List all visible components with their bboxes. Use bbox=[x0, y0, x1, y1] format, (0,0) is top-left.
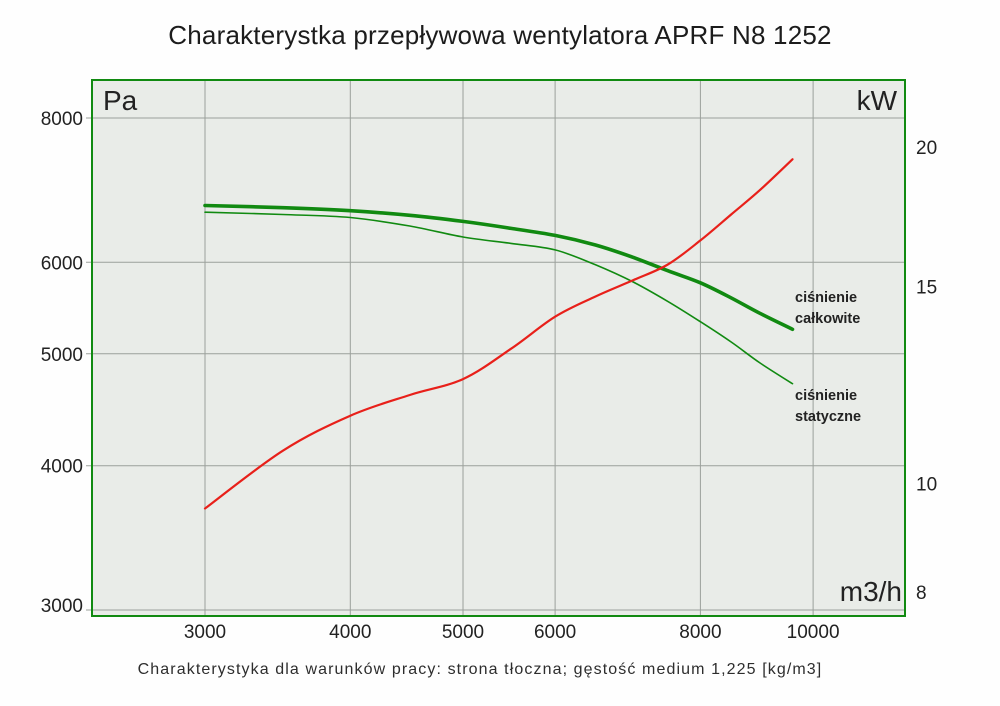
tick-label-pa-4000: 4000 bbox=[41, 457, 83, 478]
tick-label-flow-3000: 3000 bbox=[184, 622, 226, 643]
tick-label-flow-5000: 5000 bbox=[442, 622, 484, 643]
curve-moc-kw bbox=[203, 158, 794, 510]
curve-cisnienie-calkowite bbox=[203, 203, 795, 332]
unit-label-kw: kW bbox=[857, 85, 898, 116]
tick-label-kw-10: 10 bbox=[916, 475, 937, 496]
tick-label-pa-5000: 5000 bbox=[41, 345, 83, 366]
tick-label-flow-8000: 8000 bbox=[679, 622, 721, 643]
curve-label-cisnienie-statyczne-line2: statyczne bbox=[795, 409, 861, 425]
tick-label-kw-20: 20 bbox=[916, 138, 937, 159]
chart-title: Charakterystka przepływowa wentylatora A… bbox=[168, 20, 832, 50]
tick-label-pa-6000: 6000 bbox=[41, 253, 83, 274]
unit-label-flow: m3/h bbox=[840, 576, 902, 607]
tick-label-pa-8000: 8000 bbox=[41, 109, 83, 130]
plot-border bbox=[91, 79, 906, 617]
curve-label-cisnienie-calkowite-line1: ciśnienie bbox=[795, 290, 857, 306]
curve-cisnienie-statyczne bbox=[204, 211, 794, 385]
tick-label-flow-6000: 6000 bbox=[534, 622, 576, 643]
plot-area bbox=[92, 80, 905, 616]
tick-label-pa-3000: 3000 bbox=[41, 596, 83, 617]
tick-label-kw-8: 8 bbox=[916, 583, 927, 604]
tick-label-kw-15: 15 bbox=[916, 278, 937, 299]
unit-label-pa: Pa bbox=[103, 85, 138, 116]
tick-label-flow-4000: 4000 bbox=[329, 622, 371, 643]
curve-label-cisnienie-statyczne-line1: ciśnienie bbox=[795, 388, 857, 404]
curve-label-cisnienie-calkowite-line2: całkowite bbox=[795, 311, 860, 327]
tick-label-flow-10000: 10000 bbox=[787, 622, 840, 643]
chart-caption: Charakterystyka dla warunków pracy: stro… bbox=[137, 661, 823, 678]
